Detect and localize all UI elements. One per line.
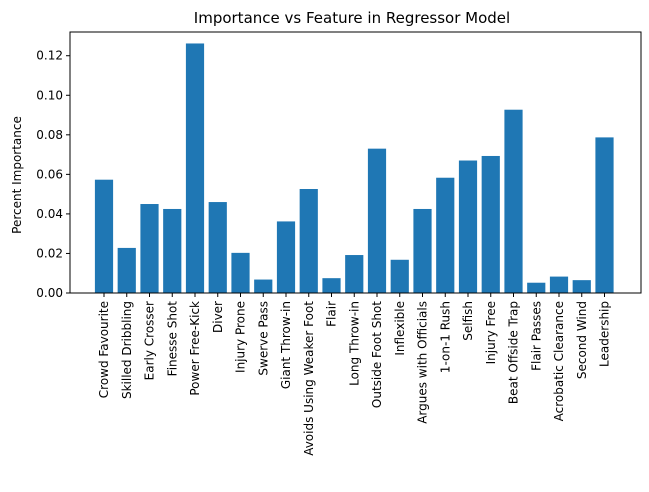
bar-4 xyxy=(185,43,205,293)
y-tick-label: 0.10 xyxy=(36,88,63,102)
x-tick-label: Crowd Favourite xyxy=(97,301,111,398)
x-tick-label: Long Throw-in xyxy=(347,301,361,386)
bar-22 xyxy=(595,137,614,293)
x-tick-label: Selfish xyxy=(461,301,475,341)
bar-16 xyxy=(458,160,478,293)
bar-6 xyxy=(231,252,250,293)
bar-11 xyxy=(345,255,364,293)
bar-21 xyxy=(572,280,591,293)
bars-group xyxy=(94,43,614,294)
x-tick-label: Early Crosser xyxy=(143,301,157,380)
x-tick-label: Skilled Dribbling xyxy=(120,301,134,399)
x-tick-label: Injury Free xyxy=(484,301,498,364)
x-tick-label: Power Free-Kick xyxy=(188,301,202,396)
x-tick-label: Avoids Using Weaker Foot xyxy=(302,301,316,456)
bar-10 xyxy=(322,278,341,293)
x-tick-label: Giant Throw-in xyxy=(279,301,293,389)
y-tick-label: 0.08 xyxy=(36,128,63,142)
bar-12 xyxy=(367,148,387,293)
x-tick-label: Flair xyxy=(325,301,339,327)
x-tick-label: Finesse Shot xyxy=(165,301,179,377)
bar-3 xyxy=(163,208,182,293)
x-tick-label: Outside Foot Shot xyxy=(370,301,384,408)
bar-17 xyxy=(481,155,500,293)
x-tick-label: Leadership xyxy=(598,301,612,367)
bar-1 xyxy=(117,247,136,293)
y-tick-label: 0.12 xyxy=(36,49,63,63)
x-tick-label: Acrobatic Clearance xyxy=(552,301,566,421)
bar-8 xyxy=(276,221,296,293)
x-tick-label: Argues with Officials xyxy=(416,301,430,424)
bar-5 xyxy=(208,202,227,293)
y-tick-label: 0.02 xyxy=(36,246,63,260)
plot-frame xyxy=(69,31,642,294)
x-tick-label: 1-on-1 Rush xyxy=(438,301,452,373)
bar-2 xyxy=(140,204,159,293)
chart-title: Importance vs Feature in Regressor Model xyxy=(194,9,510,27)
bar-15 xyxy=(436,177,455,293)
x-tick-label: Inflexible xyxy=(393,301,407,356)
x-axis-ticks: Crowd Favourite Skilled Dribbling Early Cr… xyxy=(97,293,612,456)
x-tick-label: Second Wind xyxy=(575,301,589,379)
bar-9 xyxy=(299,189,318,293)
x-tick-label: Swerve Pass xyxy=(256,301,270,376)
bar-18 xyxy=(504,109,523,294)
bar-7 xyxy=(254,279,273,293)
y-axis-label: Percent Importance xyxy=(10,116,24,234)
x-tick-label: Flair Passes xyxy=(529,301,543,371)
y-tick-label: 0.04 xyxy=(36,207,63,221)
x-tick-label: Beat Offside Trap xyxy=(507,301,521,404)
y-tick-label: 0.06 xyxy=(36,167,63,181)
y-tick-label: 0.00 xyxy=(36,286,63,300)
x-tick-label: Injury Prone xyxy=(234,301,248,373)
bar-20 xyxy=(549,276,569,293)
bar-14 xyxy=(413,208,432,293)
bar-0 xyxy=(94,179,114,293)
y-axis-ticks: 0.00 0.02 0.04 0.06 0.08 0.10 0.12 xyxy=(36,49,70,300)
bar-19 xyxy=(527,282,546,293)
x-tick-label: Diver xyxy=(211,301,225,333)
bar-13 xyxy=(390,259,409,293)
